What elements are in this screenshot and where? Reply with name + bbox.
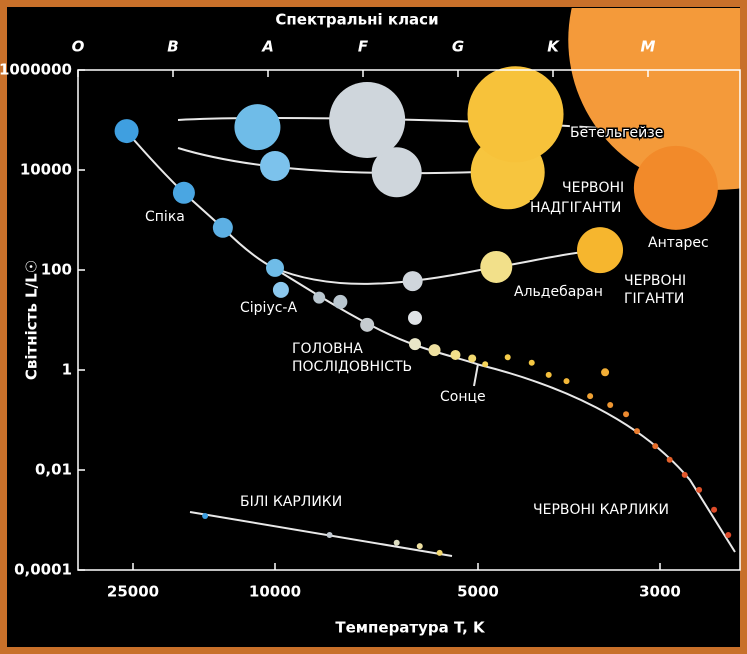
star xyxy=(563,378,570,385)
annotation: ПОСЛІДОВНІСТЬ xyxy=(292,359,412,375)
star xyxy=(260,151,290,182)
star xyxy=(393,539,400,546)
annotation: Бетельгейзе xyxy=(570,125,663,141)
annotation: Спіка xyxy=(145,209,185,225)
star xyxy=(450,349,461,360)
star xyxy=(408,310,423,325)
star xyxy=(634,428,641,435)
x-tick-label: 5000 xyxy=(457,583,499,601)
spectral-class: M xyxy=(641,38,656,56)
star xyxy=(114,119,139,144)
star xyxy=(480,250,513,283)
star xyxy=(623,411,630,418)
star xyxy=(528,359,535,366)
y-axis-label: Світність L/L☉ xyxy=(23,260,41,380)
annotation: Антарес xyxy=(648,235,709,251)
star xyxy=(467,66,564,163)
annotation: БІЛІ КАРЛИКИ xyxy=(240,494,342,510)
star xyxy=(313,291,326,304)
star xyxy=(633,145,718,230)
star xyxy=(725,532,732,539)
star xyxy=(329,82,406,158)
annotation: ЧЕРВОНІ xyxy=(562,180,624,196)
plot xyxy=(114,8,740,557)
x-axis-label: Температура T, K xyxy=(335,619,486,637)
white-dwarf-line xyxy=(189,511,453,557)
star xyxy=(666,456,673,463)
annotation: Сонце xyxy=(440,389,486,405)
supergiant-branch xyxy=(177,147,481,175)
y-tick-label: 10000 xyxy=(20,161,72,179)
giant-branch xyxy=(271,249,601,285)
annotation: Альдебаран xyxy=(514,284,603,300)
star xyxy=(652,443,659,450)
star xyxy=(601,368,610,377)
y-tick-label: 1000000 xyxy=(0,61,72,79)
star xyxy=(711,506,718,513)
star xyxy=(360,317,375,332)
star xyxy=(234,104,281,151)
star xyxy=(326,532,333,539)
star xyxy=(409,338,422,351)
star xyxy=(428,344,441,357)
x-tick-label: 25000 xyxy=(107,583,159,601)
annotation: ГІГАНТИ xyxy=(624,291,684,307)
spectral-class: K xyxy=(547,38,560,56)
star xyxy=(272,281,289,298)
star xyxy=(202,513,209,520)
spectral-class: G xyxy=(452,38,464,56)
plot-border xyxy=(77,69,741,571)
star xyxy=(545,371,552,378)
y-tick-label: 100 xyxy=(41,261,72,279)
star xyxy=(568,8,740,190)
y-tick-label: 0,0001 xyxy=(14,561,72,579)
star xyxy=(266,258,284,277)
annotation: ЧЕРВОНІ КАРЛИКИ xyxy=(533,502,669,518)
spectral-class: A xyxy=(261,38,274,56)
annotation: НАДГІГАНТИ xyxy=(530,200,621,216)
chart-title: Спектральні класи xyxy=(275,11,438,29)
sun-pointer xyxy=(473,363,479,387)
star xyxy=(681,471,688,478)
star xyxy=(333,294,348,309)
star xyxy=(436,549,443,556)
y-tick-label: 0,01 xyxy=(35,461,72,479)
star xyxy=(482,361,489,368)
annotation: Сіріус-А xyxy=(240,300,297,316)
star xyxy=(607,401,614,408)
star xyxy=(416,543,423,550)
x-tick-label: 3000 xyxy=(639,583,681,601)
star xyxy=(371,147,422,198)
spectral-class: B xyxy=(167,38,178,56)
annotation: ЧЕРВОНІ xyxy=(624,273,686,289)
star xyxy=(172,181,195,204)
y-tick-label: 1 xyxy=(62,361,72,379)
star xyxy=(504,354,511,361)
star xyxy=(696,486,703,493)
star xyxy=(468,354,477,363)
star xyxy=(577,227,624,274)
annotation: ГОЛОВНА xyxy=(292,341,363,357)
spectral-class: F xyxy=(358,38,369,56)
x-tick-label: 10000 xyxy=(249,583,301,601)
star xyxy=(212,217,233,238)
star xyxy=(587,393,594,400)
spectral-class: O xyxy=(72,38,85,56)
star xyxy=(402,271,423,292)
